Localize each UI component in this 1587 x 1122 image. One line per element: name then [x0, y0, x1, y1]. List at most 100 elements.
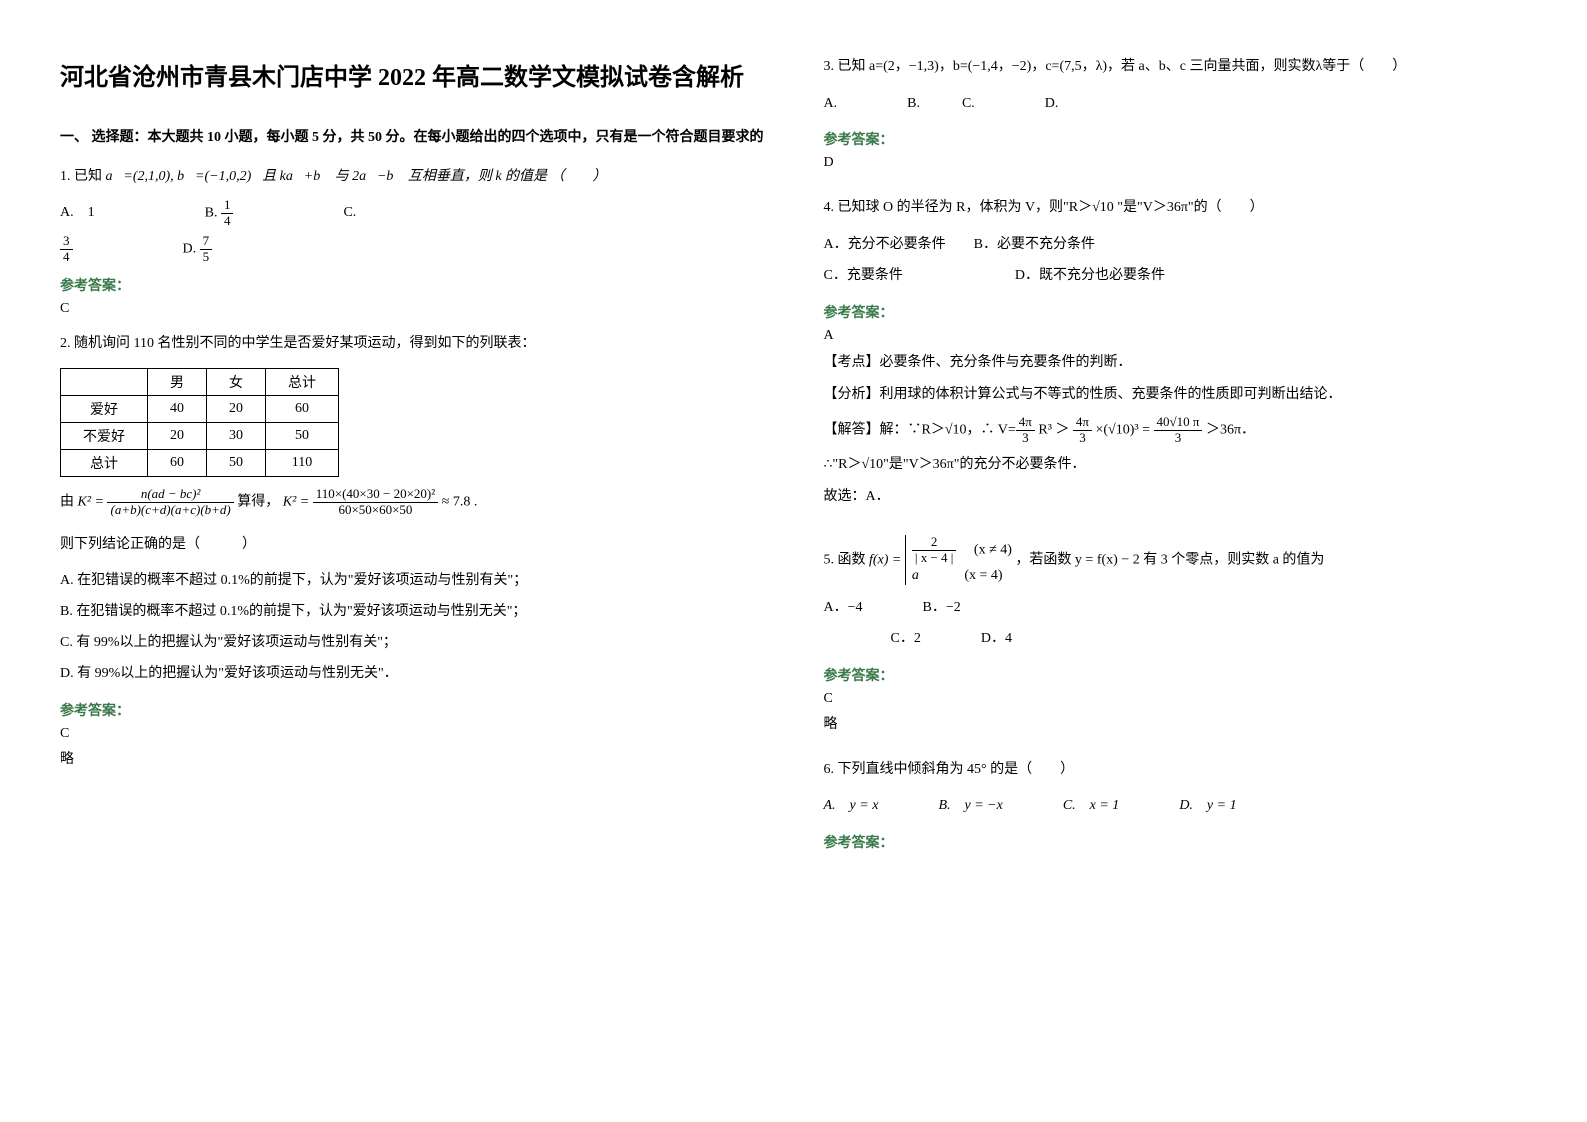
- p1c: (x ≠ 4): [974, 542, 1012, 557]
- q3-ans-label: 参考答案：: [824, 129, 1528, 149]
- q6-a: A. y = x: [824, 791, 879, 822]
- q1-choice-c-label: C.: [343, 198, 356, 229]
- k2n1: n(ad − bc)²: [107, 487, 233, 503]
- q1-b-den: 4: [221, 214, 234, 229]
- q4-choices: A．充分不必要条件 B．必要不充分条件 C．充要条件 D．既不充分也必要条件: [824, 230, 1528, 292]
- page-title: 河北省沧州市青县木门店中学 2022 年高二数学文模拟试卷含解析: [60, 60, 764, 96]
- th: 总计: [266, 368, 339, 395]
- q1-vectors: a⃗=(2,1,0), b⃗=(−1,0,2)，且 ka⃗+b⃗ 与 2a⃗−b…: [102, 169, 607, 184]
- q1-ans-label: 参考答案：: [60, 275, 764, 295]
- td: 总计: [61, 449, 148, 476]
- td: 40: [148, 395, 207, 422]
- q2-a: A. 在犯错误的概率不超过 0.1%的前提下，认为"爱好该项运动与性别有关"；: [60, 566, 764, 597]
- q5-note: 略: [824, 713, 1528, 733]
- q4-e3: 【解答】解：∵R＞√10，∴ V=4π3 R³ ＞ 4π3 ×(√10)³ = …: [824, 415, 1528, 446]
- th: 男: [148, 368, 207, 395]
- td: 20: [207, 395, 266, 422]
- q1-prefix: 1. 已知: [60, 169, 102, 184]
- q3-stem: 3. 已知 a=(2，−1,3)，b=(−1,4，−2)，c=(7,5，λ)，若…: [824, 54, 1528, 81]
- q5-stem: 5. 函数 f(x) = 2| x − 4 | (x ≠ 4) a (x = 4…: [824, 535, 1528, 585]
- f-pre: 由: [60, 495, 74, 510]
- q2-stem: 2. 随机询问 110 名性别不同的中学生是否爱好某项运动，得到如下的列联表：: [60, 331, 764, 358]
- q1-ans: C: [60, 301, 764, 317]
- td: 110: [266, 449, 339, 476]
- q4-cd: C．充要条件 D．既不充分也必要条件: [824, 261, 1528, 292]
- td: 不爱好: [61, 422, 148, 449]
- table-row: 不爱好 20 30 50: [61, 422, 339, 449]
- q6-c: C. x = 1: [1063, 791, 1120, 822]
- q3-choices: A. B. C. D.: [824, 89, 1528, 120]
- q1-choices: A. 1 B. 14 C. 34 D. 75: [60, 198, 764, 265]
- q2-note: 略: [60, 748, 764, 768]
- k2n2: 110×(40×30 − 20×20)²: [313, 487, 438, 503]
- q1-b-label: B.: [205, 206, 218, 221]
- p1n: 2: [912, 535, 957, 551]
- q4-ans-label: 参考答案：: [824, 302, 1528, 322]
- q5-c: C．2: [891, 624, 921, 655]
- f-tail: ≈ 7.8 .: [442, 495, 478, 510]
- e3m2: ×(√10)³ =: [1096, 422, 1151, 437]
- td: 50: [266, 422, 339, 449]
- q2-c: C. 有 99%以上的把握认为"爱好该项运动与性别有关"；: [60, 628, 764, 659]
- q1-choice-b: B. 14: [205, 198, 234, 229]
- td: 爱好: [61, 395, 148, 422]
- q5-func: f(x) =: [869, 552, 905, 567]
- k2-lhs: K² =: [78, 495, 104, 510]
- th: [61, 368, 148, 395]
- e3n2: 4π: [1073, 415, 1092, 431]
- e3d2: 3: [1073, 431, 1092, 446]
- td: 50: [207, 449, 266, 476]
- td: 60: [266, 395, 339, 422]
- q4-e1: 【考点】必要条件、充分条件与充要条件的判断．: [824, 350, 1528, 377]
- q4-e2: 【分析】利用球的体积计算公式与不等式的性质、充要条件的性质即可判断出结论．: [824, 382, 1528, 409]
- table-row: 男 女 总计: [61, 368, 339, 395]
- q1-d-den: 5: [200, 250, 213, 265]
- q1-d-num: 7: [200, 234, 213, 250]
- q5-b: B．−2: [923, 593, 961, 624]
- q5-choices: A．−4 B．−2 2 C．2 D．4: [824, 593, 1528, 655]
- q5-ans-label: 参考答案：: [824, 665, 1528, 685]
- q5-d: D．4: [981, 624, 1012, 655]
- p2c: (x = 4): [964, 568, 1002, 583]
- table-row: 爱好 40 20 60: [61, 395, 339, 422]
- q2-choices: A. 在犯错误的概率不超过 0.1%的前提下，认为"爱好该项运动与性别有关"； …: [60, 566, 764, 689]
- k2-lhs2: K² =: [283, 495, 309, 510]
- q1-c-den: 4: [60, 250, 73, 265]
- q1-stem: 1. 已知 a⃗=(2,1,0), b⃗=(−1,0,2)，且 ka⃗+b⃗ 与…: [60, 164, 764, 191]
- q5-ans: C: [824, 691, 1528, 707]
- q6-ans-label: 参考答案：: [824, 832, 1528, 852]
- q6-b: B. y = −x: [938, 791, 1002, 822]
- td: 30: [207, 422, 266, 449]
- q5-a: A．−4: [824, 593, 863, 624]
- q1-d-label: D.: [183, 242, 197, 257]
- q2-d: D. 有 99%以上的把握认为"爱好该项运动与性别无关"．: [60, 659, 764, 690]
- q1-choice-c-frac: 34: [60, 234, 73, 265]
- th: 女: [207, 368, 266, 395]
- f-mid: 算得，: [237, 495, 279, 510]
- p2: a: [912, 568, 919, 583]
- k2d2: 60×50×60×50: [313, 503, 438, 518]
- q3-ans: D: [824, 155, 1528, 171]
- q2-formula: 由 K² = n(ad − bc)²(a+b)(c+d)(a+c)(b+d) 算…: [60, 487, 764, 518]
- e3d1: 3: [1016, 431, 1035, 446]
- q5-piecewise: 2| x − 4 | (x ≠ 4) a (x = 4): [905, 535, 1012, 585]
- td: 60: [148, 449, 207, 476]
- q1-c-num: 3: [60, 234, 73, 250]
- q6-d: D. y = 1: [1179, 791, 1236, 822]
- q4-ab: A．充分不必要条件 B．必要不充分条件: [824, 230, 1528, 261]
- e3n3: 40√10 π: [1154, 415, 1203, 431]
- q4-e4: ∴"R＞√10"是"V＞36π"的充分不必要条件．: [824, 452, 1528, 479]
- q5-pre: 5. 函数: [824, 552, 866, 567]
- k2d1: (a+b)(c+d)(a+c)(b+d): [107, 503, 233, 518]
- q4-ans: A: [824, 328, 1528, 344]
- q1-choice-a: A. 1: [60, 198, 95, 229]
- e3n1: 4π: [1016, 415, 1035, 431]
- q6-choices: A. y = x B. y = −x C. x = 1 D. y = 1: [824, 791, 1528, 822]
- q6-stem: 6. 下列直线中倾斜角为 45° 的是（ ）: [824, 757, 1528, 784]
- q4-stem: 4. 已知球 O 的半径为 R，体积为 V，则"R＞√10 "是"V＞36π"的…: [824, 195, 1528, 222]
- e3-pre: 【解答】解：∵R＞√10，∴: [824, 422, 995, 437]
- td: 20: [148, 422, 207, 449]
- q1-choice-d: D. 75: [183, 234, 213, 265]
- q2-table: 男 女 总计 爱好 40 20 60 不爱好 20 30 50 总计 60 50…: [60, 368, 339, 477]
- table-row: 总计 60 50 110: [61, 449, 339, 476]
